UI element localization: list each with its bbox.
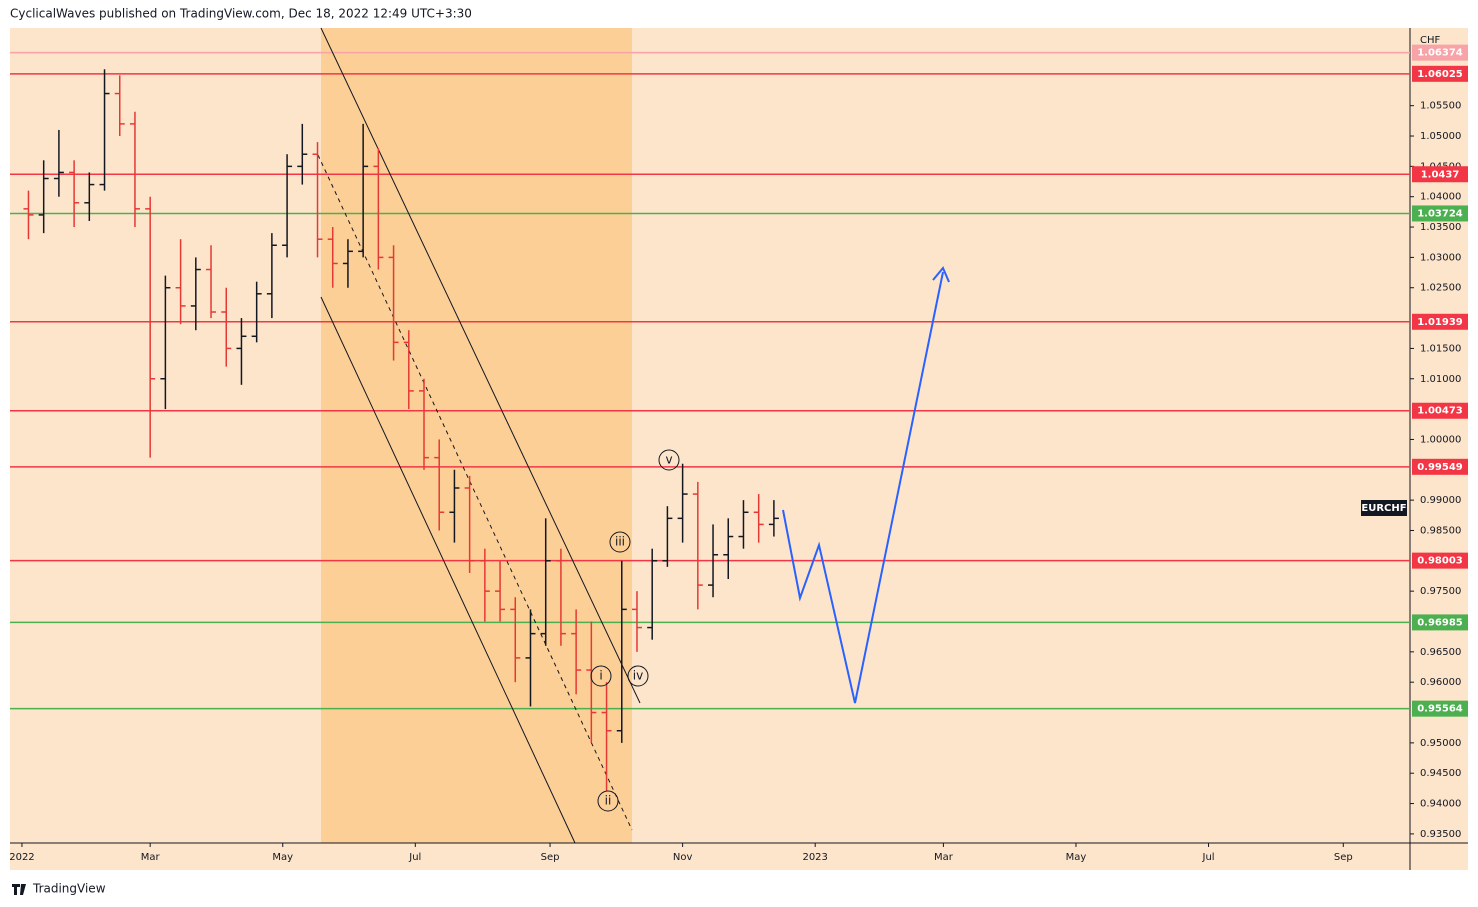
y-tick-label: 1.03000 (1420, 252, 1461, 263)
level-tag (1412, 44, 1468, 61)
y-tick-label: 0.94500 (1420, 768, 1461, 779)
projection-arrow (932, 266, 950, 283)
y-tick-label: 1.00000 (1420, 434, 1461, 445)
level-tag-label: 1.06025 (1417, 69, 1463, 80)
y-tick-label: 0.96000 (1420, 677, 1461, 688)
currency: CHF (1420, 35, 1441, 46)
header: CyclicalWaves published on TradingView.c… (10, 7, 472, 21)
y-tick-label: 0.99000 (1420, 495, 1461, 506)
level-tag-label: 1.00473 (1417, 406, 1463, 417)
y-tick-label: 1.05000 (1420, 131, 1461, 142)
wave-circle (590, 665, 612, 687)
y-tick-label: 0.97500 (1420, 586, 1461, 597)
channel-lower (320, 296, 576, 844)
logo (12, 884, 26, 895)
level-tag-label: 1.03724 (1417, 208, 1463, 219)
level-tag-label: 0.98003 (1417, 556, 1463, 567)
y-tick-label: 0.94000 (1420, 799, 1461, 810)
y-tick-label: 1.01500 (1420, 343, 1461, 354)
x-tick-label: Sep (541, 852, 560, 863)
y-tick-label: 0.98500 (1420, 525, 1461, 536)
x-tick-label: Mar (934, 852, 954, 863)
symbol-tag (1361, 500, 1407, 516)
level-tag (1412, 552, 1468, 569)
y-tick-label: 0.93500 (1420, 829, 1461, 840)
level-tag-label: 0.99549 (1417, 462, 1463, 473)
level-tag (1412, 65, 1468, 82)
level-tag (1412, 458, 1468, 475)
level-tag-label: 1.0437 (1421, 169, 1460, 180)
level-tag (1412, 402, 1468, 419)
x-tick-label: Nov (673, 852, 693, 863)
level-tag (1412, 313, 1468, 330)
y-tick-label: 1.04000 (1420, 192, 1461, 203)
wave-circle (609, 531, 631, 553)
wave-circle (597, 790, 619, 812)
wave-label: iv (633, 669, 643, 683)
footer: TradingView (32, 882, 106, 896)
y-tick-label: 1.02500 (1420, 283, 1461, 294)
x-tick-label: Mar (141, 852, 161, 863)
wave-circle (658, 449, 680, 471)
level-tag-label: 0.95564 (1417, 704, 1463, 715)
wave-label: i (599, 669, 602, 683)
x-tick-label: Jul (408, 852, 421, 863)
wave-label: ii (605, 794, 612, 808)
time-axis (10, 843, 1468, 870)
y-tick-label: 1.05500 (1420, 101, 1461, 112)
wave-circle (627, 665, 649, 687)
x-tick-label: Sep (1334, 852, 1353, 863)
level-tag (1412, 614, 1468, 631)
level-tag (1412, 205, 1468, 222)
symbol: EURCHF (1361, 503, 1406, 514)
pane (10, 28, 1410, 843)
channel-upper (320, 27, 641, 704)
level-tag-label: 1.06374 (1417, 48, 1463, 59)
wave-label: v (665, 453, 672, 467)
wave-label: iii (615, 535, 625, 549)
channel-shade (321, 28, 632, 843)
projection (782, 271, 944, 704)
x-tick-label: May (1066, 852, 1087, 863)
y-tick-label: 1.01000 (1420, 374, 1461, 385)
y-tick-label: 0.95000 (1420, 738, 1461, 749)
x-tick-label: 2022 (9, 852, 34, 863)
y-tick-label: 1.03500 (1420, 222, 1461, 233)
x-tick-label: Jul (1202, 852, 1215, 863)
x-tick-label: 2023 (802, 852, 827, 863)
level-tag (1412, 700, 1468, 717)
x-tick-label: May (272, 852, 293, 863)
level-tag-label: 0.96985 (1417, 617, 1463, 628)
level-tag (1412, 166, 1468, 183)
level-tag-label: 1.01939 (1417, 317, 1463, 328)
y-tick-label: 0.96500 (1420, 647, 1461, 658)
